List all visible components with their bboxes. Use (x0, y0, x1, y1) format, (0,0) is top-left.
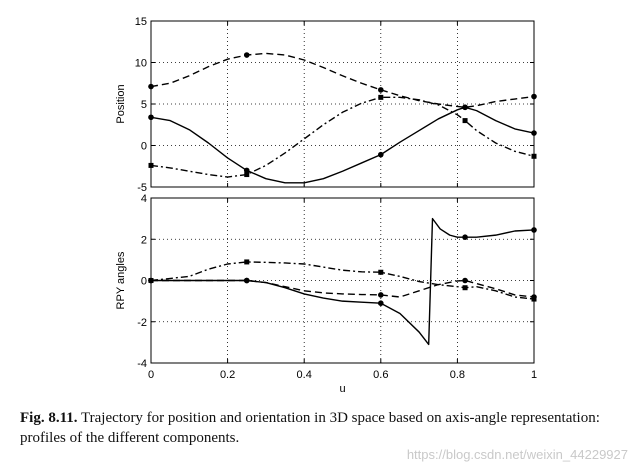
rpy-ytick-label-2: 0 (141, 276, 147, 288)
position-dashed-marker-4 (531, 93, 537, 100)
position-dashed-marker-0 (148, 83, 154, 90)
rpy-dash-dot-marker-1 (244, 259, 250, 265)
position-ylabel: Position (115, 84, 127, 123)
position-series-solid (151, 106, 534, 184)
position-ytick-label-4: 15 (135, 16, 147, 28)
rpy-ytick-label-0: -4 (137, 358, 147, 370)
position-solid-marker-1 (243, 167, 250, 174)
rpy-xtick-label-5: 1 (531, 369, 537, 381)
position-dashed-marker-2 (378, 87, 384, 93)
caption-label: Fig. 8.11. (20, 410, 78, 426)
rpy-series-dash-dot (151, 261, 534, 300)
rpy-angles-panel: -4 -2 0 2 4 0 0.2 0.4 0.6 0.8 1 RPY angles u (115, 193, 537, 395)
rpy-xtick-label-2: 0.4 (297, 369, 312, 381)
position-dash-dot-marker-1 (244, 172, 250, 178)
figure: -5 0 5 10 15 Position -4 -2 0 2 4 0 0.2 0.4 0.6 0.8 1 RP… (115, 16, 537, 395)
position-ytick-label-0: -5 (137, 182, 147, 194)
rpy-xtick-label-1: 0.2 (220, 369, 235, 381)
rpy-dash-dot-marker-2 (378, 269, 384, 275)
rpy-dashed-marker-3 (462, 277, 468, 284)
rpy-ytick-label-3: 2 (141, 234, 147, 246)
rpy-ytick-label-1: -2 (137, 317, 147, 329)
position-ytick-label-1: 0 (141, 141, 147, 153)
rpy-series-group (151, 217, 534, 346)
rpy-solid-marker-2 (378, 300, 384, 306)
caption-text: Trajectory for position and orientation … (20, 410, 600, 446)
rpy-solid-marker-3 (462, 234, 468, 240)
rpy-xtick-label-4: 0.8 (450, 369, 465, 381)
rpy-xtick-label-0: 0 (148, 369, 154, 381)
position-ytick-label-2: 5 (141, 99, 147, 111)
rpy-ylabel: RPY angles (115, 251, 127, 309)
rpy-dash-dot-marker-0 (148, 278, 154, 283)
rpy-series-solid (151, 217, 534, 346)
figure-caption: Fig. 8.11. Trajectory for position and o… (20, 408, 630, 448)
position-series-dashed (151, 52, 534, 109)
rpy-dashed-marker-2 (378, 292, 384, 298)
position-ytick-label-3: 10 (135, 58, 147, 70)
rpy-dash-dot-marker-3 (462, 285, 468, 291)
rpy-dash-dot-marker-4 (531, 296, 537, 302)
position-panel: -5 0 5 10 15 Position (115, 16, 537, 194)
position-axes-frame (150, 20, 535, 188)
position-dash-dot-marker-0 (148, 162, 154, 168)
rpy-dashed-marker-1 (243, 277, 250, 284)
position-dash-dot-marker-3 (462, 118, 468, 124)
position-dashed-marker-1 (243, 52, 250, 58)
position-solid-marker-2 (378, 151, 384, 158)
rpy-series-dashed (151, 279, 534, 298)
rpy-ytick-label-4: 4 (141, 193, 147, 205)
position-series-group (151, 52, 534, 184)
position-dash-dot-marker-2 (378, 94, 384, 100)
position-solid-marker-4 (531, 130, 537, 136)
position-solid-marker-0 (148, 114, 154, 121)
position-dashed-marker-3 (462, 104, 468, 111)
rpy-solid-marker-4 (531, 227, 537, 233)
rpy-xlabel: u (339, 383, 345, 395)
watermark: https://blog.csdn.net/weixin_44229927 (406, 447, 628, 462)
position-dash-dot-marker-4 (531, 153, 537, 159)
rpy-xtick-label-3: 0.6 (373, 369, 388, 381)
position-series-dash-dot (151, 96, 534, 178)
